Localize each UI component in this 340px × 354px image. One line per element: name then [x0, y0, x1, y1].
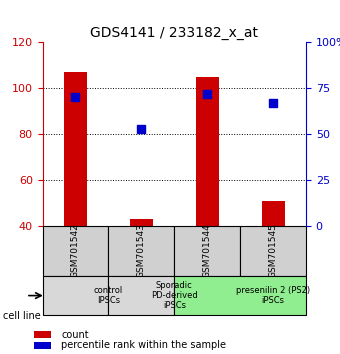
Point: [139, 126, 144, 131]
Bar: [261, 200, 285, 226]
Point: [204, 91, 210, 97]
Bar: [64, 72, 87, 226]
Text: GSM701542: GSM701542: [71, 223, 80, 278]
Point: [73, 95, 78, 100]
Bar: [130, 219, 153, 226]
FancyBboxPatch shape: [42, 276, 108, 315]
Text: GSM701545: GSM701545: [269, 223, 277, 278]
Text: cell line: cell line: [3, 311, 41, 321]
Text: presenilin 2 (PS2)
iPSCs: presenilin 2 (PS2) iPSCs: [236, 286, 310, 305]
FancyBboxPatch shape: [108, 226, 174, 276]
Bar: [195, 77, 219, 226]
FancyBboxPatch shape: [174, 226, 240, 276]
Text: GSM701543: GSM701543: [137, 223, 146, 278]
FancyBboxPatch shape: [240, 226, 306, 276]
FancyBboxPatch shape: [108, 276, 174, 315]
FancyBboxPatch shape: [42, 226, 108, 276]
Point: [270, 100, 276, 106]
Text: GSM701544: GSM701544: [203, 223, 212, 278]
Title: GDS4141 / 233182_x_at: GDS4141 / 233182_x_at: [90, 26, 258, 40]
Text: percentile rank within the sample: percentile rank within the sample: [61, 340, 226, 350]
Text: Sporadic
PD-derived
iPSCs: Sporadic PD-derived iPSCs: [151, 281, 198, 310]
Text: control
IPSCs: control IPSCs: [94, 286, 123, 305]
FancyBboxPatch shape: [174, 276, 306, 315]
Text: count: count: [61, 330, 89, 339]
